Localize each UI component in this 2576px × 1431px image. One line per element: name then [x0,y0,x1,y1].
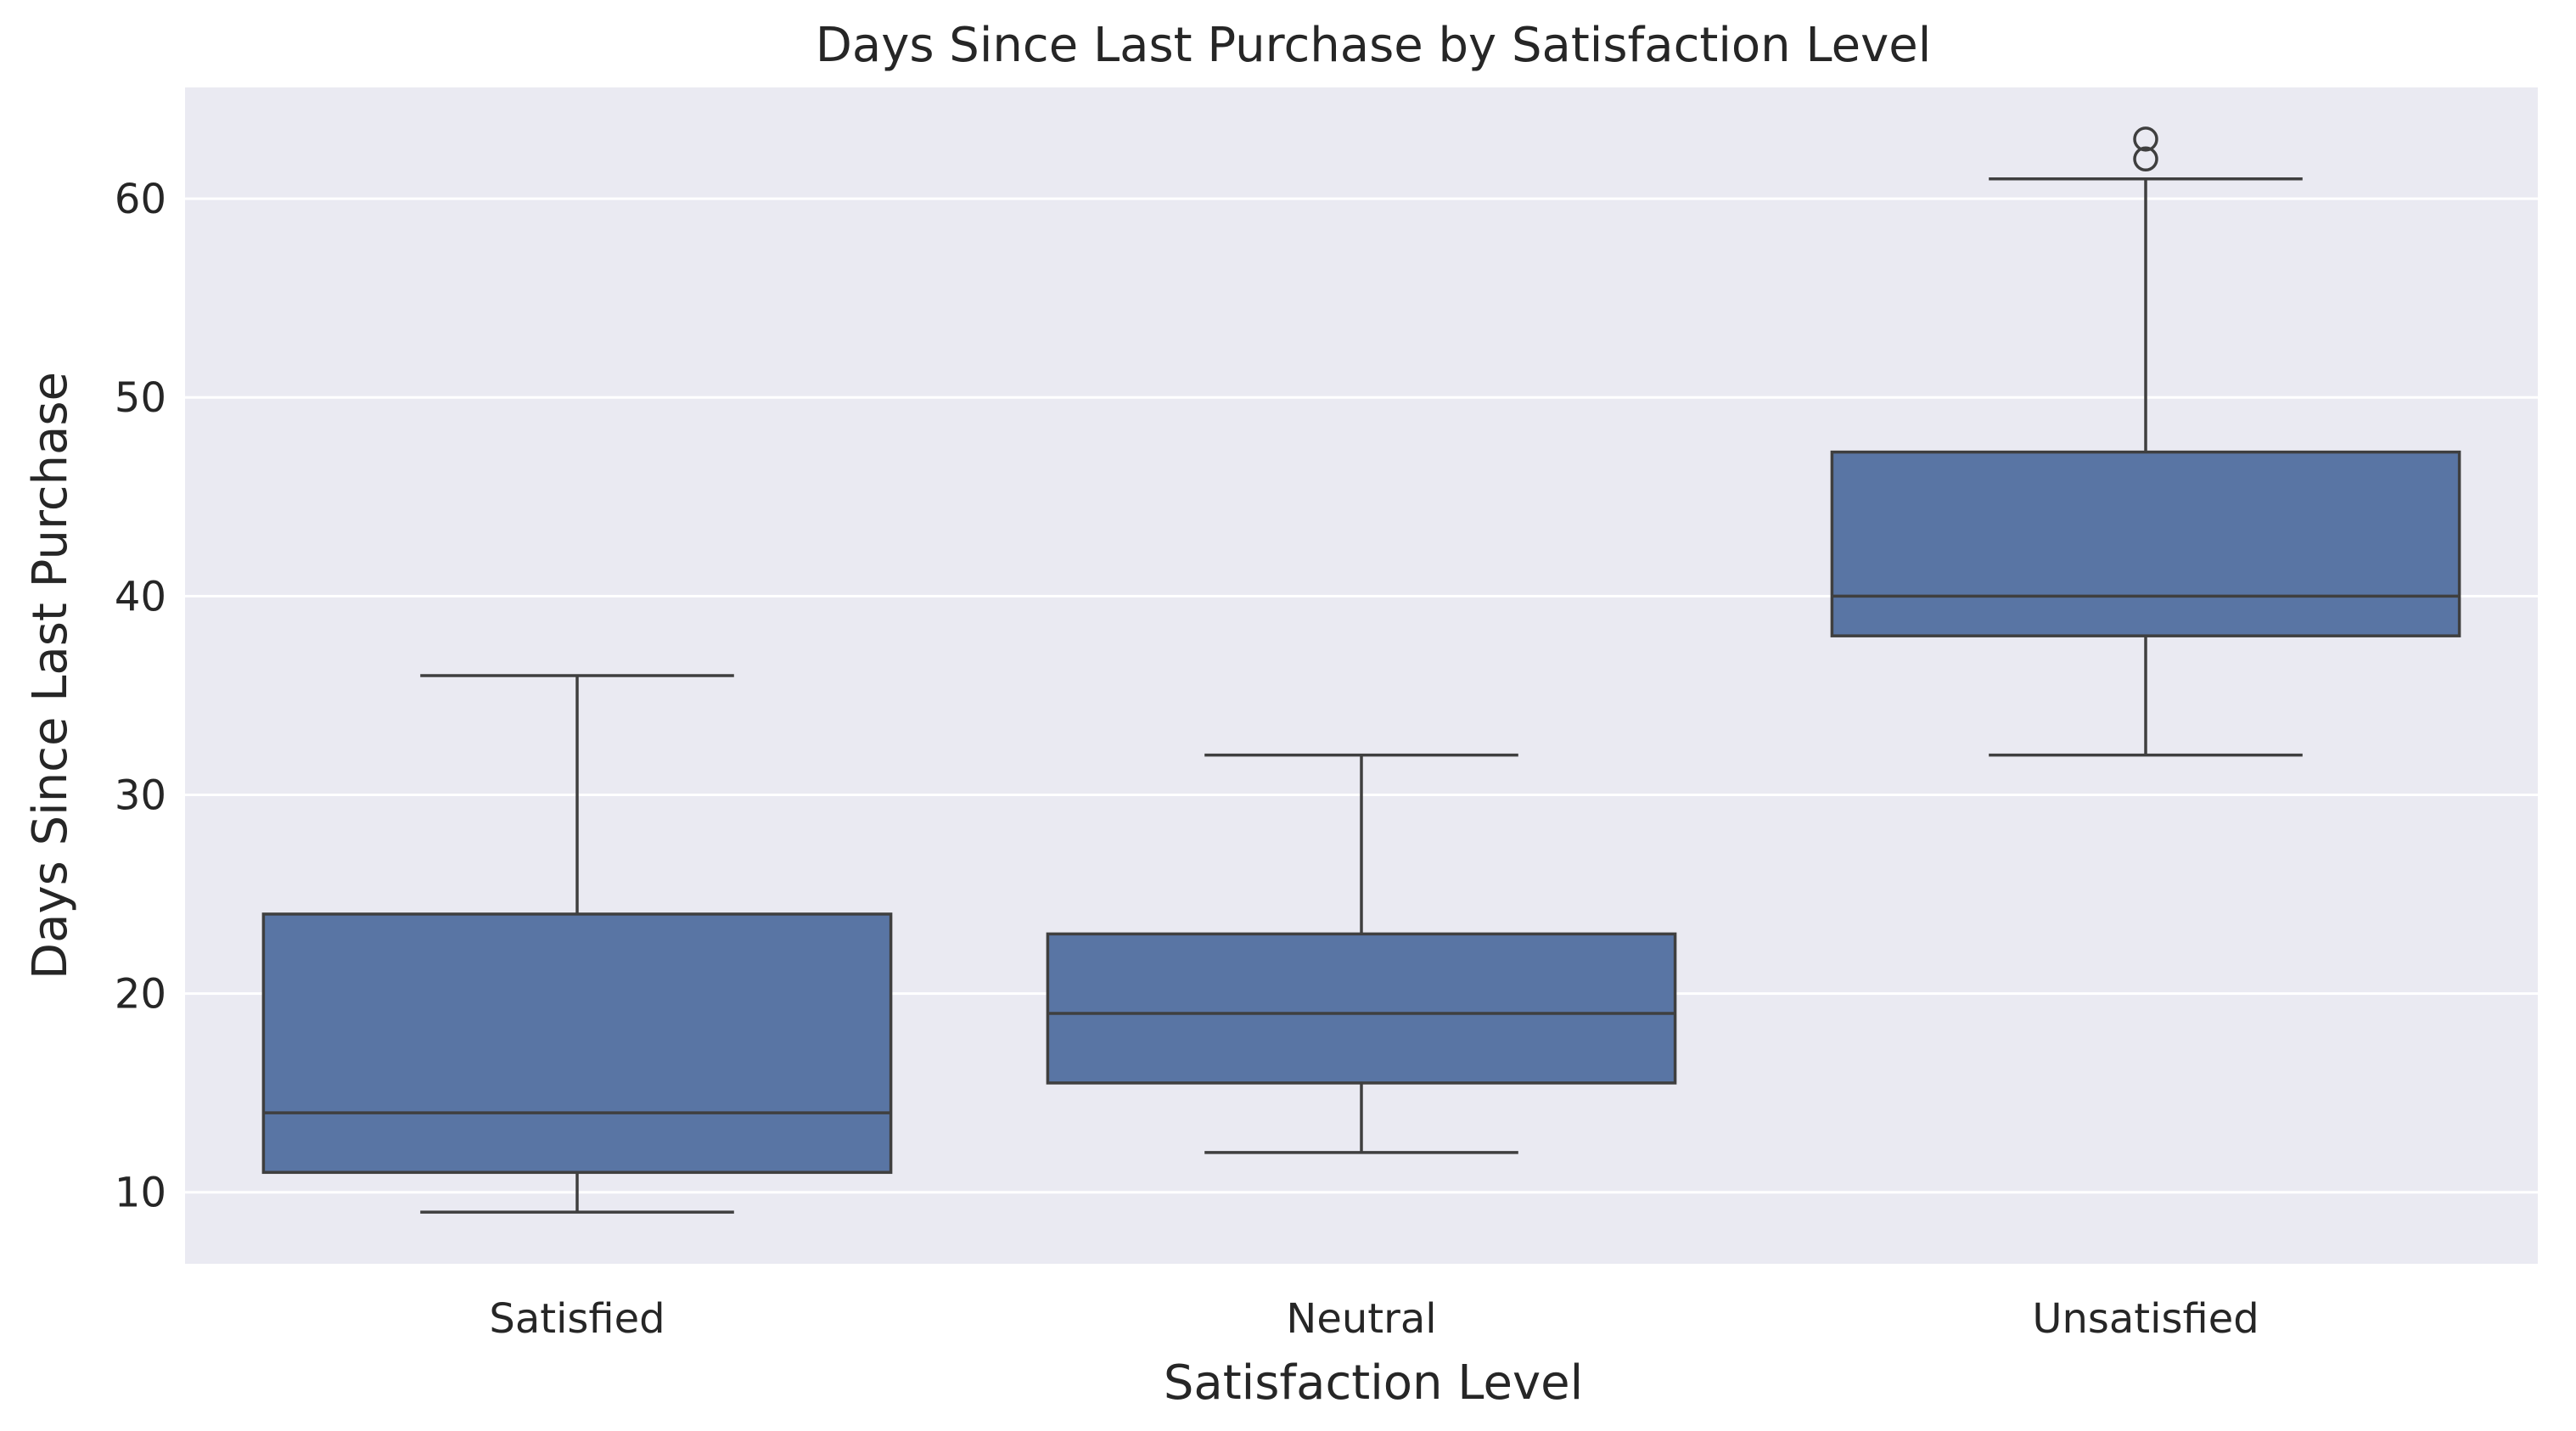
box-group-neutral [1046,753,1677,1154]
x-axis-ticks: Satisfied Neutral Unsatisfied [489,1295,2259,1343]
y-tick-label-60: 60 [115,176,166,223]
box-unsatisfied [1830,450,2461,637]
y-tick-label-30: 30 [115,772,166,819]
x-tick-label-neutral: Neutral [1286,1295,1436,1343]
y-axis-label: Days Since Last Purchase [23,372,78,979]
y-axis-ticks: 10 20 30 40 50 60 [115,176,166,1217]
y-tick-label-50: 50 [115,374,166,422]
box-group-unsatisfied [1830,126,2461,757]
y-tick-label-10: 10 [115,1170,166,1217]
outlier-point-unsatisfied-1 [2133,126,2158,152]
box-group-satisfied [261,674,893,1214]
x-axis-label: Satisfaction Level [1164,1355,1583,1411]
boxes [261,126,2461,1214]
outlier-point-unsatisfied-0 [2133,146,2158,172]
x-tick-label-satisfied: Satisfied [489,1295,665,1343]
y-tick-label-20: 20 [115,971,166,1019]
box-neutral [1046,932,1677,1085]
y-tick-label-40: 40 [115,573,166,620]
box-satisfied [261,912,893,1175]
x-tick-label-unsatisfied: Unsatisfied [2032,1295,2259,1343]
chart-title: Days Since Last Purchase by Satisfaction… [816,18,1932,73]
